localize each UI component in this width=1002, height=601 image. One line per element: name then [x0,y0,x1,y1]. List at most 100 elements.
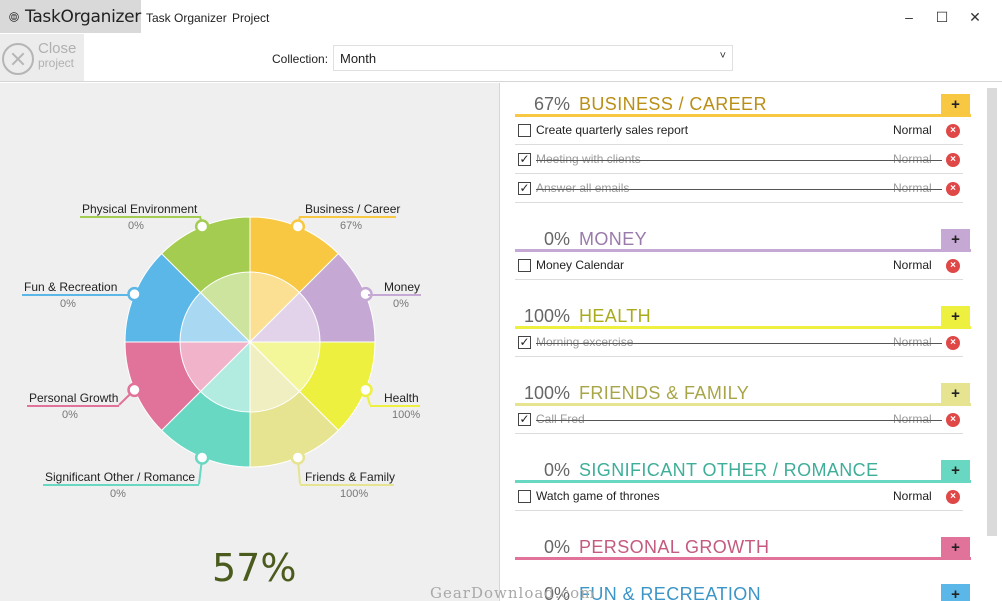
category-percent: 0% [128,220,144,232]
menu-task-organizer[interactable]: Task Organizer [146,11,227,25]
task-group-header: 0% SIGNIFICANT OTHER / ROMANCE + [515,458,971,483]
wheel-panel: Physical Environment 0% Business / Caree… [0,83,500,601]
category-name: Significant Other / Romance [45,470,196,484]
category-connector-dot [127,286,142,302]
task-list-panel[interactable]: 67% BUSINESS / CAREER + Create quarterly sa… [501,83,1002,601]
overall-progress: 57% [212,546,297,590]
task-checkbox[interactable]: ✓ [518,181,531,195]
group-title: MONEY [579,229,648,249]
app-menu-button[interactable]: TaskOrganizer [0,0,141,33]
scrollbar[interactable] [987,88,997,536]
group-underline [515,249,971,252]
task-group: 0% PERSONAL GROWTH + [515,535,971,560]
delete-task-icon[interactable]: × [946,490,960,504]
add-task-button[interactable]: + [941,584,970,601]
task-row[interactable]: Watch game of thrones Normal × [515,482,963,511]
category-underline [43,484,199,486]
category-percent: 0% [60,298,76,310]
category-underline [300,484,394,486]
category-connector-dot [290,219,306,234]
delete-task-icon[interactable]: × [946,336,960,350]
task-row[interactable]: Money Calendar Normal × [515,251,963,280]
task-row[interactable]: ✓ Call Fred Normal × [515,405,963,434]
task-title: Money Calendar [536,258,625,272]
group-percent: 0% [543,460,570,480]
task-checkbox[interactable]: ✓ [518,152,531,166]
task-checkbox[interactable]: ✓ [518,335,531,349]
add-task-button[interactable]: + [941,460,970,480]
task-checkbox[interactable] [518,490,531,503]
task-group-header: 100% HEALTH + [515,304,971,329]
task-row[interactable]: Create quarterly sales report Normal × [515,116,963,145]
category-underline [27,405,119,407]
task-row[interactable]: ✓ Morning excercise Normal × [515,328,963,357]
category-underline [300,216,396,218]
close-project-label: Close [38,40,77,57]
category-percent: 67% [340,220,363,232]
group-underline [515,480,971,483]
toolbar: Close project Collection: Month ˅ [0,34,1002,82]
task-group-header: 0% FUN & RECREATION + [515,582,971,601]
category-underline [368,294,421,296]
maximize-button[interactable]: ☐ [935,8,949,25]
add-task-button[interactable]: + [941,383,970,403]
task-row[interactable]: ✓ Meeting with clients Normal × [515,145,963,174]
delete-task-icon[interactable]: × [946,182,960,196]
category-name: Personal Growth [29,391,119,405]
task-title: Morning excercise [536,335,634,349]
group-title: FUN & RECREATION [579,584,762,601]
add-task-button[interactable]: + [941,94,970,114]
task-priority: Normal [893,412,932,426]
group-percent: 0% [543,537,570,557]
add-task-button[interactable]: + [941,537,970,557]
category-name: Money [384,280,421,294]
task-group: 0% FUN & RECREATION + [515,582,971,601]
minimize-button[interactable]: – [905,9,913,25]
category-underline [22,294,128,296]
close-window-button[interactable]: ✕ [969,8,981,25]
category-name: Fun & Recreation [24,280,118,294]
close-circle-icon [2,43,34,75]
task-priority: Normal [893,152,932,166]
watermark: GearDownload.com [430,584,596,601]
task-title: Watch game of thrones [536,489,660,503]
group-percent: 0% [543,584,570,601]
collection-label: Collection: [272,52,329,66]
category-connector-dot [290,450,306,465]
task-title: Meeting with clients [536,152,641,166]
task-group: 100% HEALTH + ✓ Morning excercise Normal × [515,304,971,357]
add-task-button[interactable]: + [941,229,970,249]
group-title: SIGNIFICANT OTHER / ROMANCE [579,460,879,480]
close-project-button[interactable]: Close project [0,34,84,81]
group-underline [515,326,971,329]
strikethrough-line [536,420,942,421]
category-percent: 0% [393,298,409,310]
task-row[interactable]: ✓ Answer all emails Normal × [515,174,963,203]
life-wheel-chart [118,215,376,485]
category-percent: 100% [340,488,369,500]
category-name: Health [384,391,419,405]
task-group-header: 0% MONEY + [515,227,971,252]
task-checkbox[interactable] [518,259,531,272]
menu-project[interactable]: Project [232,11,270,25]
delete-task-icon[interactable]: × [946,153,960,167]
group-percent: 100% [523,383,570,403]
task-checkbox[interactable]: ✓ [518,412,531,426]
group-percent: 0% [543,229,570,249]
task-group-header: 0% PERSONAL GROWTH + [515,535,971,560]
collection-selected-value: Month [340,51,377,66]
task-title: Answer all emails [536,181,630,195]
delete-task-icon[interactable]: × [946,124,960,138]
task-title: Call Fred [536,412,585,426]
group-percent: 67% [533,94,570,114]
category-percent: 100% [392,409,421,421]
group-title: BUSINESS / CAREER [579,94,767,114]
wheel-segment-inner[interactable] [199,271,251,344]
category-connector-dot [358,382,373,398]
strikethrough-line [536,160,942,161]
task-checkbox[interactable] [518,124,531,137]
add-task-button[interactable]: + [941,306,970,326]
delete-task-icon[interactable]: × [946,259,960,273]
collection-select[interactable]: Month ˅ [333,45,733,71]
delete-task-icon[interactable]: × [946,413,960,427]
